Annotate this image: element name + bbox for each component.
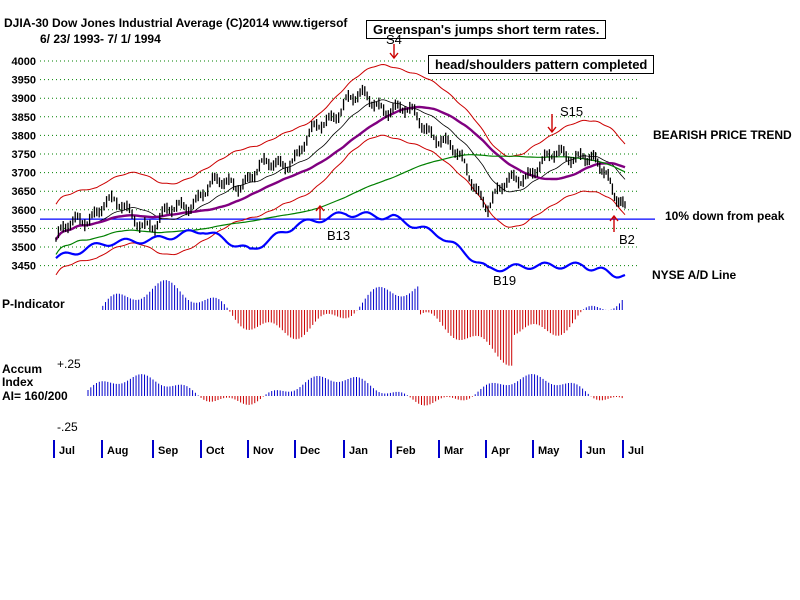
ma-21-line [55,99,626,240]
y-tick-3900: 3900 [12,93,36,105]
y-tick-3850: 3850 [12,112,36,124]
signal-b2: B2 [619,232,635,247]
ad-line [55,211,626,279]
p-indicator-histogram [102,280,623,366]
accum-ai-label: AI= 160/200 [2,389,68,403]
month-label: Jul [628,445,644,457]
index-label: Index [2,375,34,389]
month-label: Feb [396,445,416,457]
month-label: Jul [59,445,75,457]
y-tick-3500: 3500 [12,242,36,254]
signal-s15: S15 [560,104,584,119]
y-tick-3800: 3800 [12,130,36,142]
y-tick-3450: 3450 [12,261,36,273]
signal-b13: B13 [327,228,351,243]
y-tick-labels: 4000 3950 3900 3850 3800 3750 3700 3650 3600 3550… [12,56,36,273]
accum-label: Accum [2,362,43,376]
month-label: Dec [300,445,320,457]
arrow-b13-head [315,204,325,212]
chart-title: DJIA-30 Dow Jones Industrial Average (C)… [4,16,348,30]
head-shoulders-annotation: head/shoulders pattern completed [428,55,655,74]
signal-b19: B19 [493,273,517,288]
date-range: 6/ 23/ 1993- 7/ 1/ 1994 [40,32,161,46]
accum-bottom-value: -.25 [57,420,78,434]
accum-top-value: +.25 [57,357,81,371]
greenspan-annotation: Greenspan's jumps short term rates. [366,20,607,39]
arrow-s15-head [547,126,557,134]
upper-band [55,63,626,205]
arrow-s4-head [389,52,399,60]
signal-s4: S4 [386,32,402,47]
lower-band [55,134,626,276]
y-tick-3650: 3650 [12,186,36,198]
month-label: Mar [444,445,464,457]
month-label: Apr [491,445,511,457]
y-tick-3750: 3750 [12,149,36,161]
ma-50-line [54,105,626,241]
x-month-axis: Jul Aug Sep Oct Nov Dec Jan Feb Mar Apr May Jun Jul [53,440,644,458]
nyse-ad-label: NYSE A/D Line [652,268,737,282]
signal-arrows [315,44,619,232]
price-bars [55,84,626,242]
y-tick-4000: 4000 [12,56,36,68]
arrow-b2-head [609,214,619,222]
y-tick-3700: 3700 [12,168,36,180]
accum-index-histogram [87,374,623,406]
y-tick-3950: 3950 [12,75,36,87]
month-label: Nov [253,445,275,457]
p-indicator-label: P-Indicator [2,297,65,311]
month-label: Aug [107,445,128,457]
down-from-peak-label: 10% down from peak [665,209,785,223]
month-label: Jun [586,445,606,457]
nyse-ad-line-path [55,211,626,279]
grid-lines [40,60,640,267]
bollinger-bands [55,63,626,276]
month-label: May [538,445,560,457]
month-label: Jan [349,445,368,457]
y-tick-3550: 3550 [12,223,36,235]
month-label: Oct [206,445,225,457]
y-tick-3600: 3600 [12,205,36,217]
bearish-trend-label: BEARISH PRICE TREND [653,128,792,142]
month-label: Sep [158,445,178,457]
